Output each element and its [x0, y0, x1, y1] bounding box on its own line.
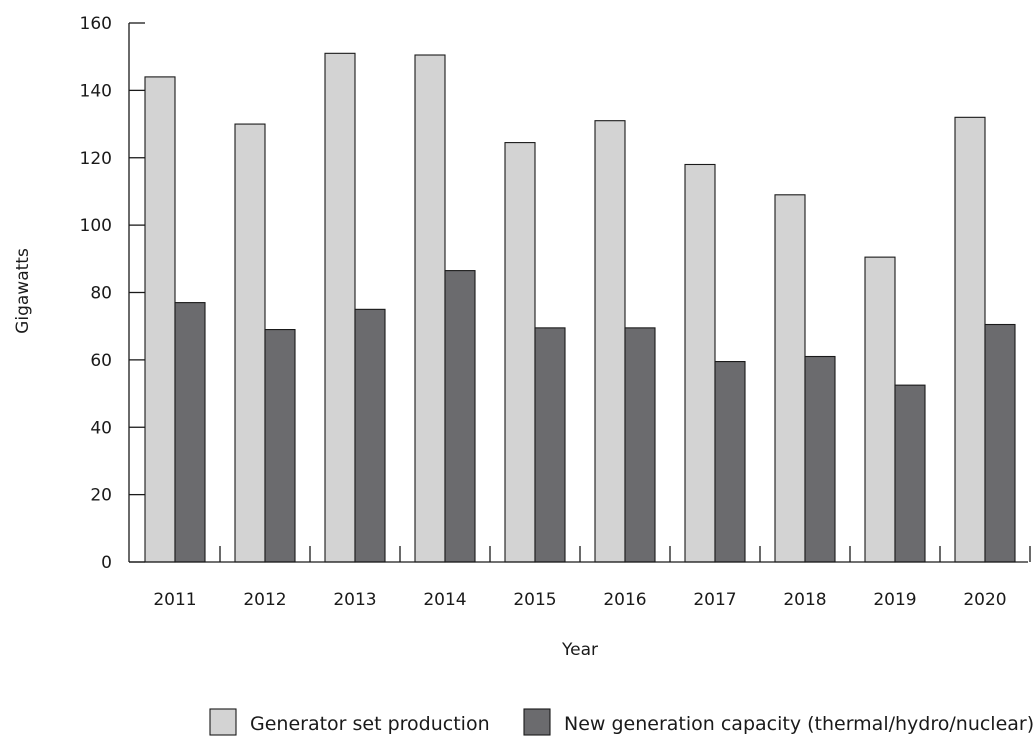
legend-label: New generation capacity (thermal/hydro/n… [564, 713, 1034, 735]
bar-generator-set-production-2018 [774, 194, 806, 563]
y-axis-ticks: 0 20 40 60 80 100 120 140 160 [80, 14, 145, 573]
bar-generator-set-production-2012 [234, 123, 266, 563]
bar-generator-set-production-2013 [324, 52, 356, 563]
bar-new-generation-capacity-2018 [804, 355, 836, 563]
y-tick-label: 120 [80, 149, 112, 169]
bar-generator-set-production-2017 [684, 163, 716, 563]
bar-generator-set-production-2014 [414, 54, 446, 563]
bar-new-generation-capacity-2013 [354, 308, 386, 563]
x-tick-label: 2011 [153, 590, 196, 610]
x-tick-label: 2019 [873, 590, 916, 610]
bar-generator-set-production-2015 [504, 142, 536, 563]
bar-new-generation-capacity-2020 [984, 323, 1016, 563]
bar-generator-set-production-2020 [954, 116, 986, 563]
x-tick-label: 2016 [603, 590, 646, 610]
bar-generator-set-production-2016 [594, 120, 626, 563]
y-tick-label: 0 [101, 553, 112, 573]
legend: Generator set production New generation c… [209, 708, 1034, 736]
y-tick-label: 140 [80, 81, 112, 101]
x-tick-label: 2014 [423, 590, 466, 610]
x-tick-label: 2018 [783, 590, 826, 610]
bar-new-generation-capacity-2019 [894, 384, 926, 563]
y-tick-label: 100 [80, 216, 112, 236]
bar-new-generation-capacity-2012 [264, 329, 296, 563]
legend-label: Generator set production [250, 713, 490, 735]
x-tick-label: 2015 [513, 590, 556, 610]
bar-new-generation-capacity-2017 [714, 361, 746, 563]
y-tick-label: 20 [90, 486, 112, 506]
bar-new-generation-capacity-2011 [174, 302, 206, 563]
legend-swatch [209, 708, 237, 736]
bar-generator-set-production-2011 [144, 76, 176, 563]
bars-layer [144, 52, 1016, 563]
bar-new-generation-capacity-2016 [624, 327, 656, 563]
x-tick-label: 2020 [963, 590, 1006, 610]
x-tick-label: 2017 [693, 590, 736, 610]
x-tick-label: 2013 [333, 590, 376, 610]
y-tick-label: 60 [90, 351, 112, 371]
bar-new-generation-capacity-2014 [444, 270, 476, 563]
y-tick-label: 80 [90, 284, 112, 304]
x-tick-label: 2012 [243, 590, 286, 610]
legend-swatch [523, 708, 551, 736]
x-axis-title: Year [561, 640, 598, 660]
bar-generator-set-production-2019 [864, 256, 896, 563]
y-tick-label: 160 [80, 14, 112, 34]
y-axis-title: Gigawatts [13, 248, 33, 334]
x-axis-ticks: 2011 2012 2013 2014 2015 2016 2017 2018 2019 2020 [153, 546, 1031, 610]
y-tick-label: 40 [90, 418, 112, 438]
bar-new-generation-capacity-2015 [534, 327, 566, 563]
